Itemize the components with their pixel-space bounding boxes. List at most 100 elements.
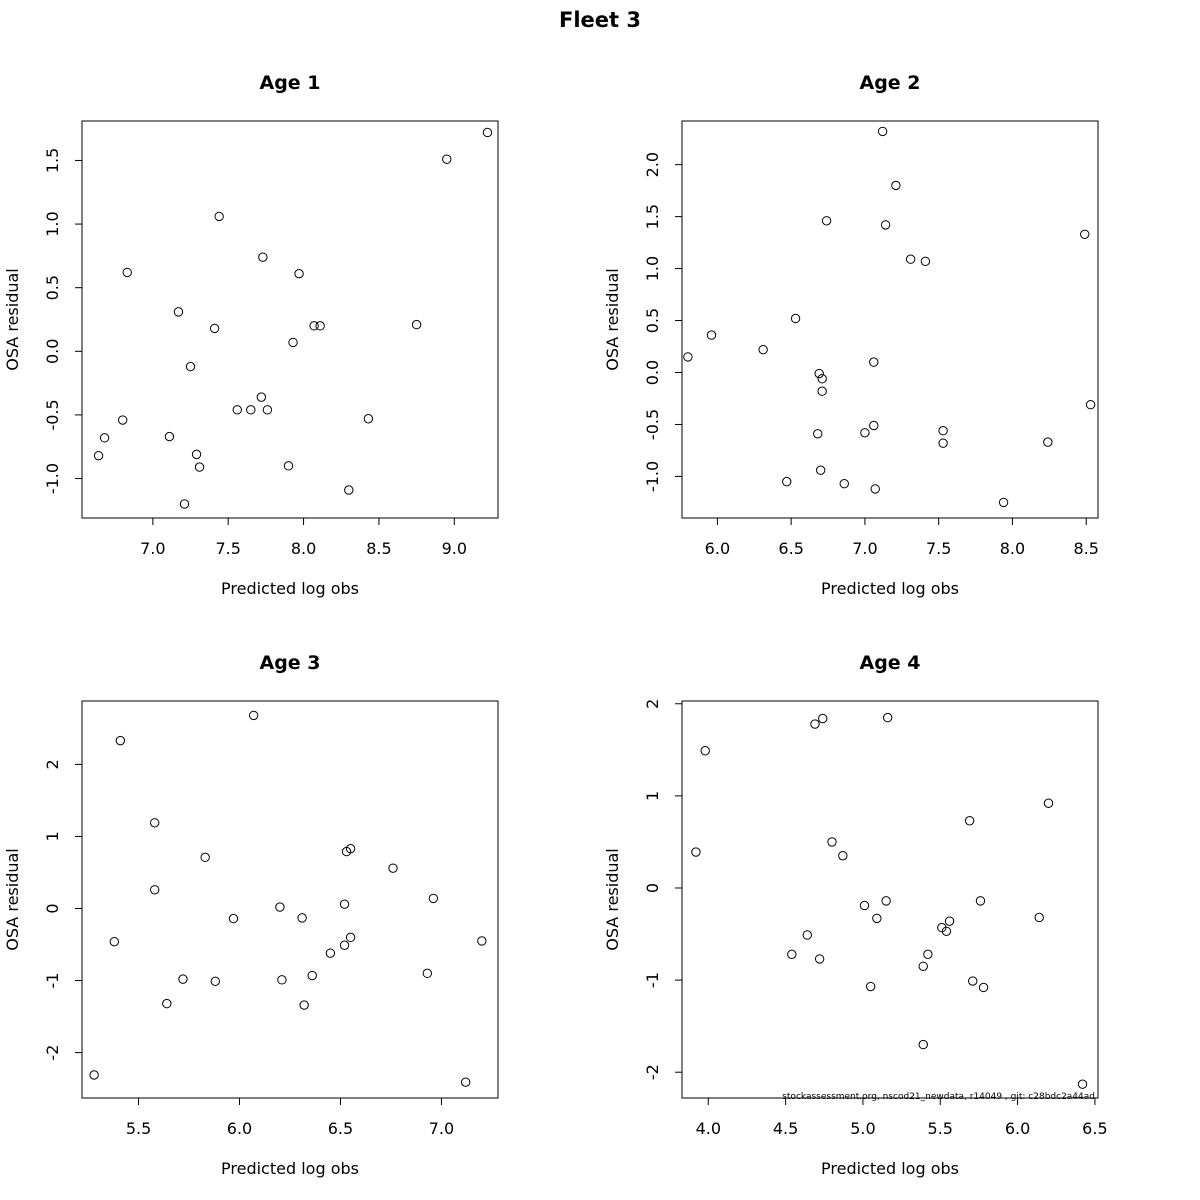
data-point [859, 900, 870, 911]
x-tick-label: 7.5 [926, 539, 951, 558]
data-point [870, 484, 880, 494]
data-point [115, 735, 126, 746]
data-point [228, 913, 239, 924]
data-point [938, 426, 948, 436]
y-tick-label: 0.5 [43, 275, 62, 300]
y-axis-label: OSA residual [3, 848, 22, 950]
data-point [173, 307, 184, 317]
y-tick-label: -1 [643, 972, 662, 988]
y-axis-label: OSA residual [603, 848, 622, 950]
data-point [706, 330, 717, 340]
data-point [815, 465, 826, 475]
data-point [256, 392, 267, 402]
data-point [460, 1077, 471, 1087]
y-tick-label: 2 [43, 759, 62, 769]
data-point [442, 154, 452, 164]
data-point [1043, 437, 1053, 447]
data-point [978, 982, 989, 993]
y-tick-label: 2 [643, 699, 662, 709]
panel-age-4: Age 4 Predicted log obs OSA residual 4.0 4.5… [603, 652, 1108, 1178]
data-point [345, 932, 356, 943]
panel-age-3: Age 3 Predicted log obs OSA residual 5.5 6.0… [3, 652, 499, 1178]
data-point [882, 712, 893, 723]
data-point [341, 846, 352, 857]
data-point [860, 428, 870, 438]
data-point [164, 431, 175, 442]
y-tick-label: -0.5 [643, 409, 662, 440]
data-point [89, 1070, 99, 1080]
data-point [232, 405, 242, 415]
data-point [283, 461, 294, 471]
data-point [700, 746, 710, 756]
x-tick-label: 5.5 [928, 1119, 953, 1138]
data-point [162, 998, 172, 1009]
y-tick-label: 1.5 [643, 204, 662, 229]
data-point [758, 344, 768, 355]
data-point [194, 462, 205, 472]
data-point [975, 896, 986, 906]
data-point [200, 852, 210, 863]
data-point [262, 405, 273, 415]
x-tick-label: 8.0 [291, 539, 316, 558]
data-point [881, 896, 891, 906]
y-tick-label: -0.5 [43, 399, 62, 430]
data-point [918, 961, 928, 971]
data-point [344, 485, 354, 495]
y-tick-label: -1.0 [643, 461, 662, 492]
x-tick-label: 8.5 [366, 539, 391, 558]
data-point [411, 319, 422, 330]
x-tick-label: 6.0 [227, 1119, 252, 1138]
data-point [941, 926, 952, 936]
data-point [178, 974, 188, 984]
y-axis-label: OSA residual [603, 268, 622, 370]
y-tick-label: -1 [43, 973, 62, 989]
x-tick-label: 4.0 [696, 1119, 721, 1138]
data-point [149, 885, 160, 895]
data-point [288, 337, 298, 348]
y-tick-label: 0.0 [643, 360, 662, 385]
y-tick-label: 1.0 [43, 211, 62, 236]
data-point [968, 976, 978, 986]
data-point [923, 949, 933, 960]
x-tick-label: 9.0 [442, 539, 467, 558]
data-point [149, 818, 160, 828]
data-point [117, 415, 128, 425]
panel-title: Age 2 [859, 72, 920, 94]
x-axis-label: Predicted log obs [221, 579, 359, 598]
data-point [99, 433, 110, 443]
data-point [1043, 798, 1054, 808]
panel-age-2: Age 2 Predicted log obs OSA residual 6.0 6.5… [603, 72, 1099, 598]
data-point [810, 719, 820, 729]
y-axis-label: OSA residual [3, 268, 22, 370]
data-point [309, 321, 319, 331]
data-point [891, 180, 901, 191]
data-point [905, 254, 916, 264]
data-point [246, 405, 256, 415]
data-point [482, 127, 493, 138]
data-point [477, 936, 487, 946]
x-tick-label: 7.5 [215, 539, 240, 558]
data-point [422, 968, 433, 979]
y-tick-label: -2 [643, 1064, 662, 1080]
data-point [813, 429, 823, 439]
x-tick-label: 8.0 [1000, 539, 1025, 558]
figure-title: Fleet 3 [559, 8, 641, 32]
data-point [818, 713, 828, 724]
y-tick-label: -2 [43, 1045, 62, 1061]
x-tick-label: 6.5 [1082, 1119, 1107, 1138]
data-point [428, 893, 439, 904]
data-point [814, 368, 824, 379]
data-point [790, 313, 801, 324]
data-point [817, 374, 827, 384]
y-tick-label: 1.0 [643, 256, 662, 281]
data-point [869, 420, 879, 431]
data-point [880, 220, 891, 230]
data-point [691, 847, 701, 857]
data-point [93, 450, 104, 461]
data-point [258, 252, 268, 262]
y-tick-label: 0 [643, 883, 662, 893]
data-point [918, 1039, 928, 1050]
x-tick-label: 5.0 [850, 1119, 875, 1138]
panel-age-1: Age 1 Predicted log obs OSA residual 7.0 7.5… [3, 72, 499, 598]
